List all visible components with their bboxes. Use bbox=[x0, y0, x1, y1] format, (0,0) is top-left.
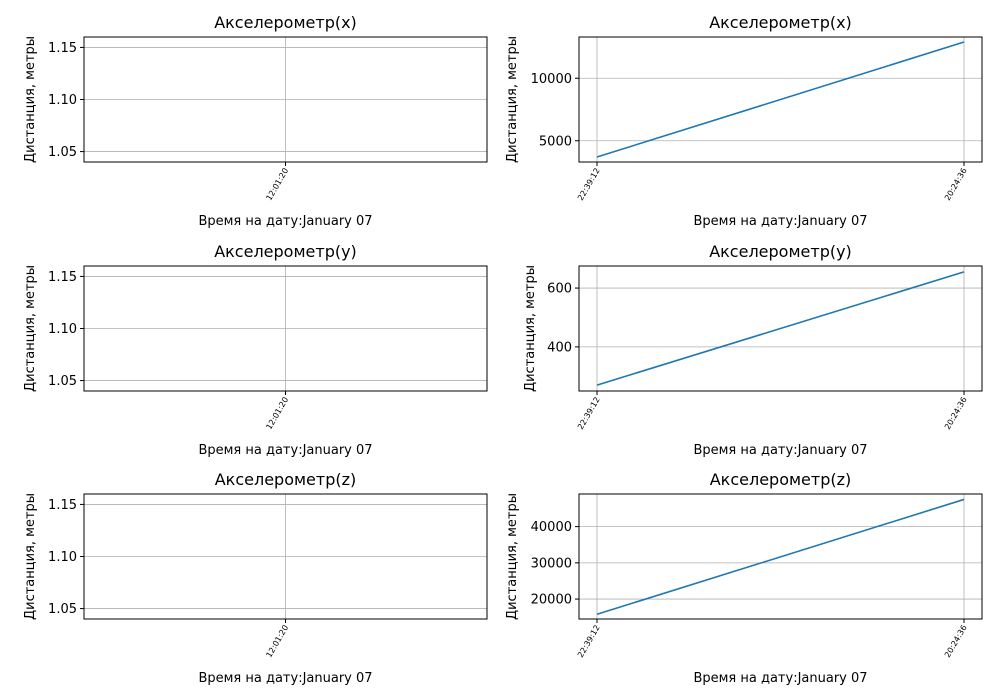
x-axis-label: Время на дату:January 07 bbox=[693, 671, 867, 686]
x-tick-label: 22:39:12 bbox=[576, 167, 602, 203]
x-tick-label: 12:01:20 bbox=[264, 167, 290, 203]
x-axis-label: Время на дату:January 07 bbox=[693, 443, 867, 458]
y-axis-label: Дистанция, метры bbox=[23, 36, 38, 163]
y-tick-label: 20000 bbox=[531, 593, 572, 608]
subplot-5: 1.05 1.10 1.15 12:01:20 Акселерометр(z) Время… bbox=[23, 470, 488, 686]
x-tick-label: 22:39:12 bbox=[576, 624, 602, 660]
chart-title: Акселерометр(y) bbox=[709, 242, 852, 261]
subplot-1: 1.05 1.10 1.15 12:01:20 Акселерометр(x) Время… bbox=[23, 13, 488, 229]
y-axis-label: Дистанция, метры bbox=[523, 265, 538, 392]
plot-frame bbox=[83, 493, 488, 620]
y-tick-label: 10000 bbox=[531, 72, 572, 87]
y-tick-label: 1.10 bbox=[48, 93, 77, 108]
y-tick-label: 1.15 bbox=[48, 270, 77, 285]
y-tick-label: 5000 bbox=[539, 134, 572, 149]
y-tick-label: 600 bbox=[547, 282, 572, 297]
x-axis-label: Время на дату:January 07 bbox=[198, 443, 372, 458]
x-tick-label: 22:39:12 bbox=[576, 396, 602, 432]
y-axis-label: Дистанция, метры bbox=[23, 493, 38, 620]
plot-frame bbox=[578, 265, 983, 392]
chart-title: Акселерометр(z) bbox=[710, 470, 852, 489]
x-tick-label: 20:24:36 bbox=[943, 167, 969, 203]
plot-frame bbox=[578, 493, 983, 620]
subplot-3: 1.05 1.10 1.15 12:01:20 Акселерометр(y) Время… bbox=[23, 242, 488, 458]
y-tick-label: 1.15 bbox=[48, 498, 77, 513]
series-line bbox=[596, 498, 965, 616]
subplot-2: 5000 10000 22:39:12 20:24:36 Акселерометр(x)… bbox=[505, 13, 983, 229]
y-tick-label: 1.05 bbox=[48, 374, 77, 389]
y-tick-label: 1.15 bbox=[48, 41, 77, 56]
chart-title: Акселерометр(z) bbox=[215, 470, 357, 489]
y-tick-label: 1.05 bbox=[48, 145, 77, 160]
y-axis-label: Дистанция, метры bbox=[505, 493, 520, 620]
y-axis-label: Дистанция, метры bbox=[23, 265, 38, 392]
x-tick-label: 12:01:20 bbox=[264, 396, 290, 432]
plot-frame bbox=[83, 265, 488, 392]
chart-title: Акселерометр(x) bbox=[709, 13, 852, 32]
y-tick-label: 1.10 bbox=[48, 322, 77, 337]
chart-title: Акселерометр(x) bbox=[214, 13, 357, 32]
y-axis-label: Дистанция, метры bbox=[505, 36, 520, 163]
x-tick-label: 20:24:36 bbox=[943, 624, 969, 660]
plot-frame bbox=[83, 36, 488, 163]
y-tick-label: 30000 bbox=[531, 556, 572, 571]
chart-title: Акселерометр(y) bbox=[214, 242, 357, 261]
y-tick-label: 400 bbox=[547, 340, 572, 355]
y-tick-label: 1.10 bbox=[48, 550, 77, 565]
y-tick-label: 40000 bbox=[531, 520, 572, 535]
plot-frame bbox=[578, 36, 983, 163]
x-axis-label: Время на дату:January 07 bbox=[693, 214, 867, 229]
x-axis-label: Время на дату:January 07 bbox=[198, 214, 372, 229]
x-tick-label: 20:24:36 bbox=[943, 396, 969, 432]
subplot-6: 20000 30000 40000 22:39:12 20:24:36 Акселером… bbox=[505, 470, 983, 686]
x-tick-label: 12:01:20 bbox=[264, 624, 290, 660]
x-axis-label: Время на дату:January 07 bbox=[198, 671, 372, 686]
series-line bbox=[596, 271, 965, 386]
y-tick-label: 1.05 bbox=[48, 602, 77, 617]
series-line bbox=[596, 41, 965, 158]
subplot-4: 400 600 22:39:12 20:24:36 Акселерометр(y) Вре… bbox=[523, 242, 983, 458]
